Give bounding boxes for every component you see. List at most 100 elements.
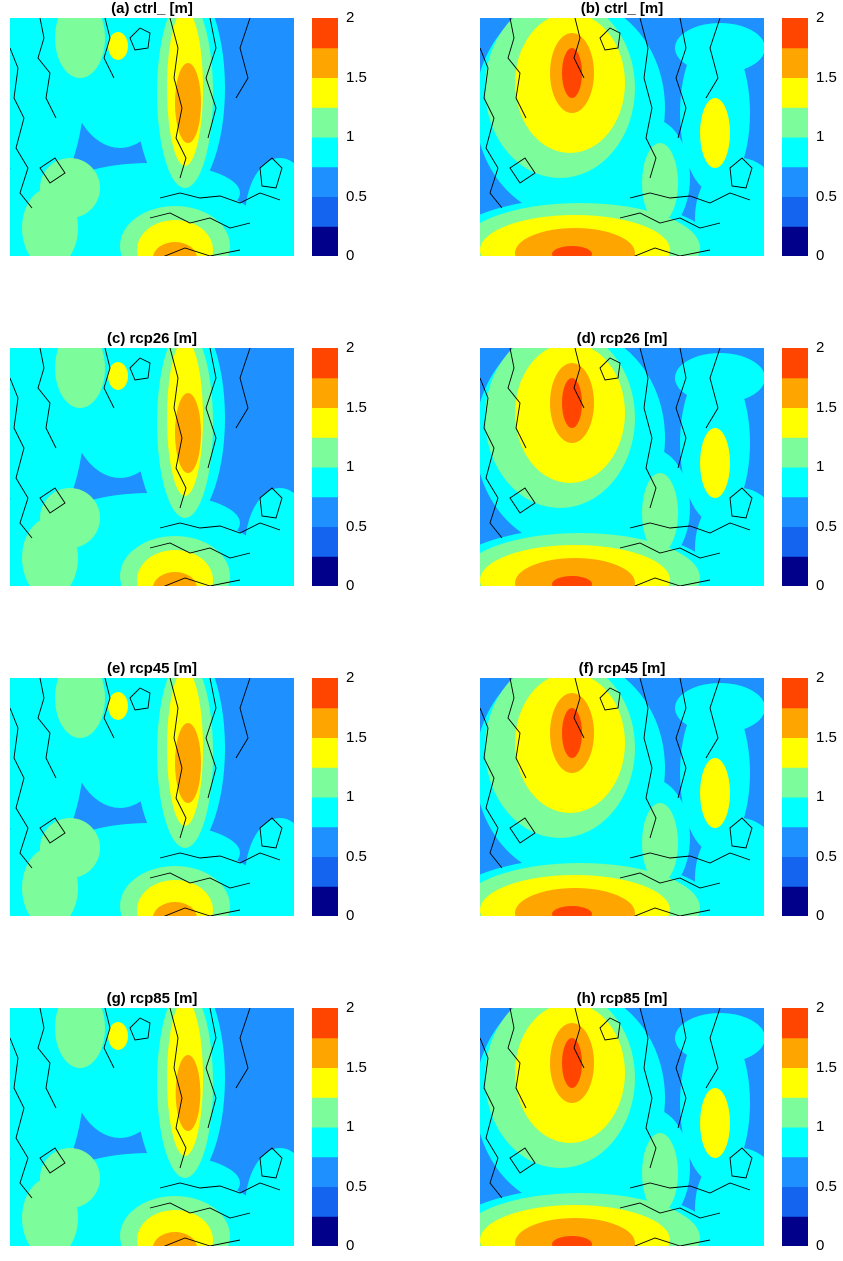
colorbar-band <box>782 196 808 227</box>
contour-region <box>700 98 730 168</box>
colorbar-tick-label: 0.5 <box>816 187 837 205</box>
contour-region <box>642 803 678 883</box>
colorbar-band <box>312 1156 338 1187</box>
contour-region <box>22 188 78 256</box>
colorbar-band <box>782 77 808 108</box>
contour-region <box>695 158 764 256</box>
contour-region <box>137 220 213 256</box>
colorbar-band <box>782 226 808 256</box>
colorbar-band <box>312 226 338 256</box>
contour-region <box>245 1148 294 1246</box>
colorbar-band <box>782 348 808 379</box>
colorbar-band <box>782 1216 808 1246</box>
colorbar-tick-label: 1 <box>346 128 355 145</box>
colorbar-band <box>782 886 808 916</box>
colorbar-tick-label: 0 <box>816 907 825 924</box>
contour-region <box>552 1236 592 1246</box>
colorbar-tick-label: 0 <box>816 1237 825 1254</box>
colorbar-band <box>782 18 808 49</box>
colorbar-band <box>312 348 338 379</box>
colorbar-band <box>782 467 808 498</box>
colorbar-tick-label: 1.5 <box>346 68 367 86</box>
colorbar-band <box>312 137 338 168</box>
colorbar-tick-label: 0 <box>816 577 825 594</box>
colorbar-tick-label: 0.5 <box>816 1177 837 1195</box>
contour-map-svg <box>10 1008 294 1246</box>
contour-region <box>515 1218 635 1246</box>
contour-region <box>108 32 128 60</box>
colorbar-tick-label: 2 <box>346 669 355 686</box>
contour-region <box>175 1055 201 1131</box>
colorbar-band <box>312 1186 338 1217</box>
colorbar-band <box>312 1067 338 1098</box>
contour-region <box>175 63 201 143</box>
colorbar-tick-label: 2 <box>816 999 825 1016</box>
contour-region <box>695 1148 764 1246</box>
contour-region <box>55 18 105 78</box>
contour-region <box>515 558 635 586</box>
colorbar <box>782 348 808 586</box>
colorbar-band <box>782 707 808 738</box>
contour-region <box>695 488 764 586</box>
colorbar-tick-label: 0 <box>346 1237 355 1254</box>
colorbar-band <box>312 437 338 468</box>
colorbar-tick-label: 1.5 <box>346 728 367 746</box>
colorbar-tick-label: 0.5 <box>816 517 837 535</box>
contour-map-svg <box>10 348 294 586</box>
colorbar-tick-label: 1 <box>346 458 355 475</box>
contour-region <box>642 473 678 553</box>
contour-region <box>700 758 730 828</box>
colorbar-band <box>312 707 338 738</box>
contour-region <box>515 228 635 256</box>
colorbar-tick-label: 2 <box>816 9 825 26</box>
colorbar-band <box>782 797 808 828</box>
contour-region <box>695 818 764 916</box>
colorbar-tick-label: 0.5 <box>346 847 367 865</box>
colorbar-band <box>312 1127 338 1158</box>
colorbar-band <box>312 856 338 887</box>
colorbar-band <box>782 47 808 78</box>
contour-region <box>700 428 730 498</box>
contour-region <box>153 572 197 586</box>
panel-title: (b) ctrl_ [m] <box>580 0 664 17</box>
contour-region <box>175 723 201 803</box>
contour-region <box>108 362 128 390</box>
colorbar-band <box>782 137 808 168</box>
contour-map <box>480 18 764 256</box>
contour-region <box>55 348 105 408</box>
colorbar-band <box>312 18 338 49</box>
colorbar-band <box>782 1037 808 1068</box>
colorbar-tick-label: 2 <box>816 669 825 686</box>
contour-region <box>552 246 592 256</box>
colorbar-band <box>782 556 808 586</box>
colorbar-band <box>312 1216 338 1246</box>
contour-map <box>10 18 294 256</box>
colorbar-tick-label: 0 <box>346 247 355 264</box>
contour-map <box>10 678 294 916</box>
colorbar <box>312 348 338 586</box>
contour-region <box>153 242 197 256</box>
colorbar-band <box>312 77 338 108</box>
colorbar-band <box>782 767 808 798</box>
contour-map <box>10 348 294 586</box>
contour-map-svg <box>10 678 294 916</box>
contour-map <box>480 348 764 586</box>
colorbar-band <box>312 467 338 498</box>
colorbar-tick-label: 1 <box>816 1118 825 1135</box>
contour-region <box>22 848 78 916</box>
colorbar-band <box>312 526 338 557</box>
colorbar-band <box>782 1156 808 1187</box>
panel-title: (e) rcp45 [m] <box>106 660 198 677</box>
colorbar-tick-label: 0.5 <box>816 847 837 865</box>
colorbar-tick-label: 1 <box>816 458 825 475</box>
panel-title: (c) rcp26 [m] <box>106 330 198 347</box>
colorbar-band <box>782 1127 808 1158</box>
contour-region <box>137 880 213 916</box>
colorbar-band <box>312 678 338 709</box>
colorbar <box>782 678 808 916</box>
panel-title: (a) ctrl_ [m] <box>111 0 193 17</box>
colorbar-band <box>312 797 338 828</box>
colorbar-band <box>312 496 338 527</box>
colorbar-band <box>782 1067 808 1098</box>
colorbar-tick-label: 2 <box>346 999 355 1016</box>
